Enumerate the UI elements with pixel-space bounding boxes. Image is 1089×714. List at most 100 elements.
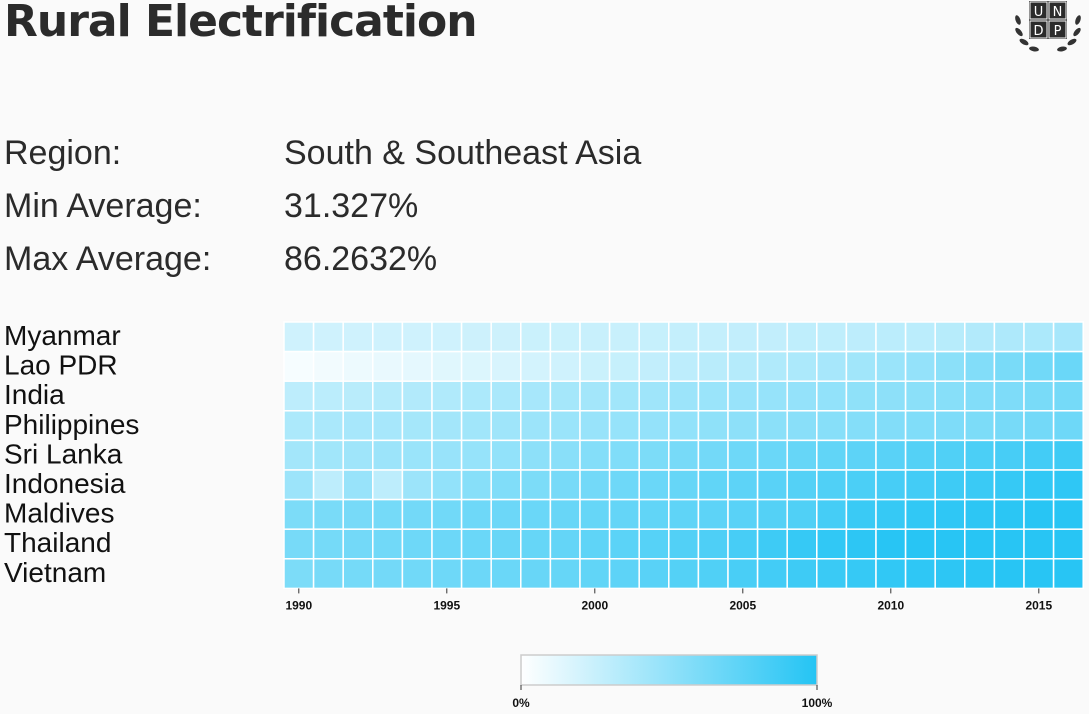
heatmap-cell	[372, 350, 404, 382]
logo-letter: D	[1033, 24, 1043, 39]
heatmap-cell	[283, 410, 315, 442]
heatmap-cell	[964, 558, 996, 590]
heatmap-cell	[638, 321, 670, 353]
heatmap-cell	[816, 528, 848, 560]
x-tick-label: 2015	[1025, 598, 1052, 612]
heatmap-cell	[904, 321, 936, 353]
heatmap-cell	[638, 350, 670, 382]
heatmap-cell	[727, 558, 759, 590]
heatmap-cell	[1052, 410, 1084, 442]
heatmap-cell	[904, 558, 936, 590]
laurel-wreath-icon	[1015, 15, 1081, 52]
heatmap-cell	[993, 410, 1025, 442]
heatmap-cell	[460, 380, 492, 412]
heatmap-cell	[549, 321, 581, 353]
heatmap-cell	[608, 558, 640, 590]
heatmap-cell	[401, 558, 433, 590]
heatmap-cell	[460, 410, 492, 442]
heatmap-cell	[638, 469, 670, 501]
heatmap-cell	[934, 498, 966, 530]
x-tick-label: 1990	[285, 598, 312, 612]
heatmap-cell	[520, 469, 552, 501]
heatmap-cell	[342, 350, 374, 382]
heatmap-cell	[579, 528, 611, 560]
heatmap-cell	[1023, 380, 1055, 412]
heatmap-cell	[786, 350, 818, 382]
heatmap-cell	[697, 439, 729, 471]
heatmap-cell	[845, 439, 877, 471]
heatmap-cell	[668, 498, 700, 530]
heatmap-cell	[668, 321, 700, 353]
heatmap-cell	[312, 439, 344, 471]
heatmap-cell	[697, 410, 729, 442]
x-tick-label: 2010	[877, 598, 904, 612]
heatmap-cell	[786, 498, 818, 530]
heatmap-cell	[727, 439, 759, 471]
heatmap-cell	[845, 528, 877, 560]
heatmap-cell	[786, 558, 818, 590]
heatmap-cell	[904, 380, 936, 412]
heatmap-cell	[283, 350, 315, 382]
heatmap-cell	[816, 321, 848, 353]
heatmap-cell	[816, 498, 848, 530]
heatmap-cell	[875, 380, 907, 412]
heatmap-cell	[549, 350, 581, 382]
heatmap-cell	[608, 321, 640, 353]
heatmap-cell	[431, 321, 463, 353]
heatmap-cell	[342, 558, 374, 590]
heatmap-cell	[372, 498, 404, 530]
heatmap-cell	[816, 439, 848, 471]
heatmap-cell	[668, 410, 700, 442]
heatmap-cell	[697, 528, 729, 560]
heatmap-cell	[372, 380, 404, 412]
heatmap-cell	[431, 410, 463, 442]
heatmap-cell	[579, 558, 611, 590]
heatmap-cell	[312, 380, 344, 412]
heatmap-cell	[727, 410, 759, 442]
heatmap-cell	[964, 350, 996, 382]
heatmap-cell	[1052, 321, 1084, 353]
heatmap-cell	[904, 350, 936, 382]
heatmap-cell	[401, 439, 433, 471]
heatmap-cell	[697, 469, 729, 501]
heatmap-cell	[372, 439, 404, 471]
heatmap-cell	[401, 469, 433, 501]
heatmap-cell	[549, 410, 581, 442]
heatmap-cell	[1023, 558, 1055, 590]
heatmap-cell	[520, 380, 552, 412]
legend-gradient-bar	[520, 654, 818, 686]
heatmap-cell	[1052, 498, 1084, 530]
heatmap-cell	[401, 380, 433, 412]
heatmap-cell	[520, 410, 552, 442]
min-average-value: 31.327%	[284, 187, 419, 225]
heatmap-cell	[431, 380, 463, 412]
heatmap-cell	[786, 469, 818, 501]
color-legend: 0% 100%	[512, 654, 833, 710]
heatmap-cell	[312, 410, 344, 442]
heatmap-cell	[579, 350, 611, 382]
region-label: Region:	[4, 134, 122, 172]
heatmap-cell	[875, 528, 907, 560]
heatmap-cell	[460, 321, 492, 353]
heatmap-cell	[520, 498, 552, 530]
heatmap-cell	[875, 558, 907, 590]
heatmap-cell	[372, 321, 404, 353]
min-average-label: Min Average:	[4, 187, 202, 225]
heatmap-cell	[904, 410, 936, 442]
heatmap-cell	[312, 498, 344, 530]
heatmap-cell	[756, 469, 788, 501]
row-label: Myanmar	[4, 320, 121, 351]
heatmap-cell	[904, 469, 936, 501]
heatmap-cell	[875, 321, 907, 353]
heatmap-cell	[934, 321, 966, 353]
heatmap-cell	[668, 528, 700, 560]
heatmap-cell	[934, 410, 966, 442]
heatmap-cell	[904, 439, 936, 471]
heatmap-cell	[312, 469, 344, 501]
heatmap-cell	[964, 439, 996, 471]
heatmap-cell	[875, 469, 907, 501]
heatmap-cell	[401, 321, 433, 353]
heatmap-cell	[608, 410, 640, 442]
heatmap-cell	[431, 469, 463, 501]
heatmap-cell	[520, 439, 552, 471]
